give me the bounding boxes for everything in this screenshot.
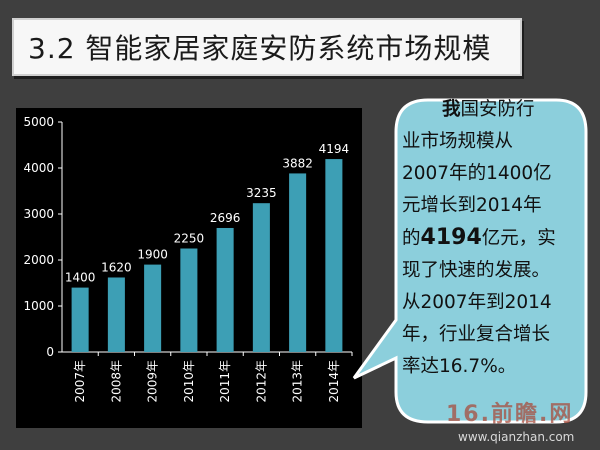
watermark-name: 16.前瞻.网 [446, 402, 574, 427]
data-label-2010年: 2250 [174, 232, 205, 246]
x-tick-label-2013年: 2013年 [291, 360, 305, 403]
callout-line-3: 2007年的1400亿 [402, 163, 552, 184]
bar-2013年 [289, 173, 307, 352]
callout-line-5-rest: 亿元，实 [481, 228, 556, 249]
y-tick-label-2: 2000 [23, 253, 54, 267]
callout-line-6: 现了快速的发展。 [402, 260, 551, 281]
bar-2010年 [180, 248, 198, 352]
x-tick-label-2008年: 2008年 [109, 360, 123, 403]
y-tick-label-5: 5000 [23, 115, 54, 129]
title-bar: 3.2 智能家居家庭安防系统市场规模 [12, 18, 522, 76]
data-label-2013年: 3882 [282, 156, 313, 170]
callout-line-1-lead: 我 [442, 99, 461, 120]
x-tick-label-2011年: 2011年 [218, 360, 232, 403]
y-tick-label-1: 1000 [23, 299, 54, 313]
y-tick-label-4: 4000 [23, 161, 54, 175]
bar-2014年 [325, 159, 343, 352]
chart-panel: 0 1000 2000 3000 4000 5000 1400 2007年 1620 2008年 1… [16, 108, 362, 428]
callout-text: 我国安防行 业市场规模从 2007年的1400亿 元增长到2014年 的4194… [402, 92, 578, 383]
y-tick-label-3: 3000 [23, 207, 54, 221]
data-label-2009年: 1900 [137, 248, 168, 262]
x-tick-label-2009年: 2009年 [146, 360, 160, 403]
speech-bubble [352, 98, 588, 424]
y-tick-label-0: 0 [46, 345, 54, 359]
bar-2008年 [107, 277, 125, 352]
bar-2007年 [71, 287, 89, 352]
callout-line-5: 的4194亿元，实 [402, 222, 578, 255]
bar-2011年 [216, 227, 234, 352]
data-label-2014年: 4194 [319, 142, 350, 156]
callout-line-5-lead: 的 [402, 228, 421, 249]
speech-bubble-shape [352, 98, 588, 424]
x-tick-label-2012年: 2012年 [254, 360, 268, 403]
callout-line-9: 率达16.7%。 [402, 356, 517, 377]
callout-line-8: 年，行业复合增长 [402, 324, 551, 345]
watermark-logo: 16.前瞻.网 www.qianzhan.com [446, 396, 574, 444]
x-tick-label-2014年: 2014年 [327, 360, 341, 403]
callout-line-1-rest: 国安防行 [460, 99, 535, 120]
x-tick-label-2007年: 2007年 [73, 360, 87, 403]
bar-chart: 0 1000 2000 3000 4000 5000 1400 2007年 1620 2008年 1… [23, 115, 353, 403]
callout-highlight-value: 4194 [420, 225, 482, 250]
slide-title: 3.2 智能家居家庭安防系统市场规模 [28, 32, 492, 65]
bar-2009年 [144, 264, 162, 352]
x-tick-label-2010年: 2010年 [182, 360, 196, 403]
data-label-2011年: 2696 [210, 211, 241, 225]
data-label-2007年: 1400 [65, 271, 96, 285]
data-label-2012年: 3235 [246, 186, 277, 200]
data-label-2008年: 1620 [101, 260, 132, 274]
bar-2012年 [252, 203, 270, 352]
watermark-url: www.qianzhan.com [458, 430, 575, 444]
callout-line-4: 元增长到2014年 [402, 195, 542, 216]
callout-line-1: 我国安防行 [402, 94, 578, 126]
callout-line-7: 从2007年到2014 [402, 292, 552, 313]
callout-line-2: 业市场规模从 [402, 131, 514, 152]
